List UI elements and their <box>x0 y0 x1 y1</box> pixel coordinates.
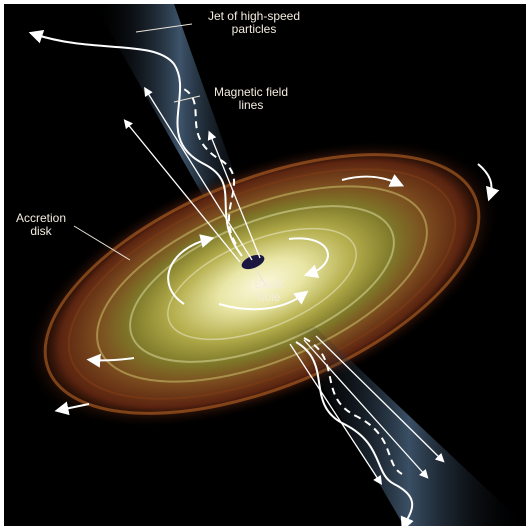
lower-jet-arrows <box>289 335 445 486</box>
upper-jet-arrows <box>123 86 261 263</box>
black-hole-diagram <box>24 4 526 526</box>
accretion-disk <box>24 139 500 429</box>
rotation-arrows <box>54 163 500 416</box>
jet-label: Jet of high-speed particles <box>207 9 301 36</box>
label-leaders <box>73 23 267 287</box>
lower-jet <box>292 326 526 526</box>
magnetic-field-label: Magnetic field lines <box>213 85 289 112</box>
upper-magnetic-field-lines <box>28 30 243 257</box>
lower-magnetic-field-lines <box>295 337 414 526</box>
diagram-frame: Jet of high-speed particles Magnetic fie… <box>4 4 526 526</box>
black-hole-label: Black hole <box>254 277 284 304</box>
black-hole <box>241 254 265 270</box>
accretion-disk-label: Accretion disk <box>15 211 67 238</box>
